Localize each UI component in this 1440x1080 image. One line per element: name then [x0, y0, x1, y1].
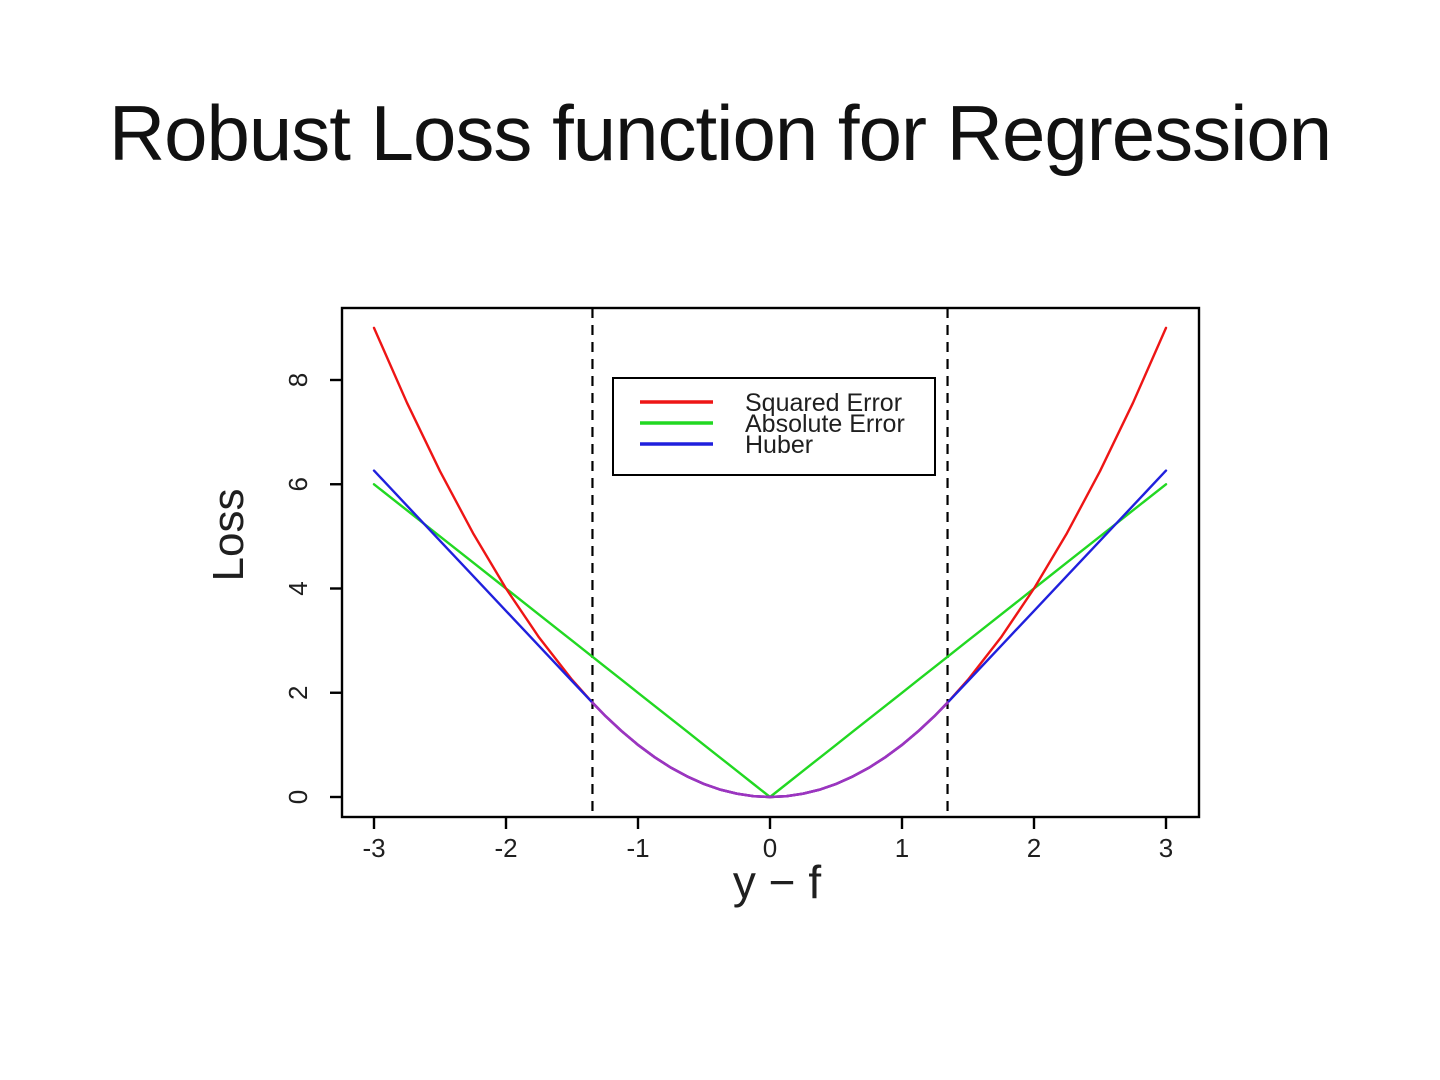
y-tick-label: 8: [283, 373, 313, 387]
x-tick-label: -2: [494, 833, 517, 863]
x-tick-label: 0: [763, 833, 777, 863]
legend-label: Squared Error: [745, 389, 902, 417]
legend-label: Huber: [745, 431, 813, 459]
x-tick-label: 2: [1027, 833, 1041, 863]
x-tick-label: -3: [362, 833, 385, 863]
legend-box: [612, 377, 936, 476]
y-tick-label: 0: [283, 790, 313, 804]
y-tick-label: 6: [283, 477, 313, 491]
series-line-huber: [372, 469, 1168, 799]
y-axis-label: Loss: [204, 489, 253, 582]
squared-huber-overlap-line: [591, 701, 949, 799]
x-axis-label: y − f: [733, 856, 821, 908]
legend-label: Absolute Error: [745, 410, 905, 438]
y-tick-label: 4: [283, 581, 313, 595]
series-line-absolute-error: [372, 483, 1168, 799]
slide-title: Robust Loss function for Regression: [108, 89, 1332, 177]
x-tick-label: 3: [1159, 833, 1173, 863]
x-tick-label: -1: [626, 833, 649, 863]
x-tick-label: 1: [895, 833, 909, 863]
y-tick-label: 2: [283, 686, 313, 700]
